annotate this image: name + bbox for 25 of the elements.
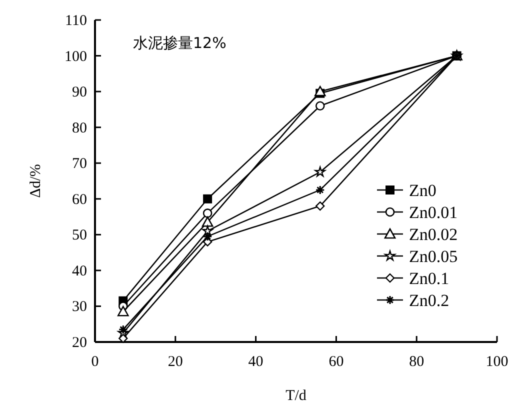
legend-label: Zn0.02 (409, 225, 458, 244)
y-tick-label: 30 (72, 299, 87, 316)
y-tick-label: 80 (72, 120, 87, 136)
x-tick-label: 60 (328, 354, 344, 370)
legend-label: Zn0.01 (409, 203, 458, 222)
legend-label: Zn0.05 (409, 247, 458, 266)
y-axis-title: Δd/% (28, 164, 44, 198)
legend-label: Zn0.2 (409, 291, 450, 310)
annotation: 水泥掺量12% (133, 34, 226, 52)
y-tick-label: 40 (72, 263, 87, 280)
legend-label: Zn0.1 (409, 269, 450, 288)
x-tick-label: 40 (248, 354, 264, 370)
y-tick-label: 20 (72, 335, 87, 351)
y-tick-label: 50 (72, 228, 87, 244)
x-axis-title: T/d (286, 388, 307, 404)
x-tick-label: 100 (486, 354, 508, 370)
legend-label: Zn0 (409, 181, 436, 200)
x-tick-label: 0 (91, 354, 99, 370)
x-tick-label: 20 (168, 354, 183, 370)
y-tick-label: 70 (72, 156, 87, 172)
x-tick-label: 80 (409, 354, 424, 370)
y-tick-label: 90 (72, 84, 87, 101)
y-tick-label: 100 (64, 48, 87, 65)
y-tick-label: 60 (72, 192, 87, 208)
y-tick-label: 110 (65, 13, 87, 29)
